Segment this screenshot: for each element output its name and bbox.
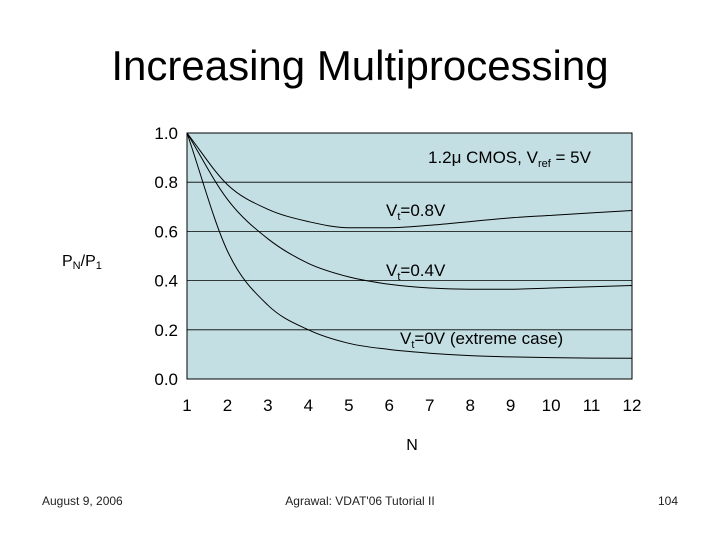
x-tick-label: 3 xyxy=(263,396,272,415)
x-tick-label: 6 xyxy=(385,396,394,415)
series-label-vt-0.8: Vt=0.8V xyxy=(386,201,446,223)
y-tick-label: 0.2 xyxy=(154,321,178,340)
footer-date: August 9, 2006 xyxy=(42,494,123,508)
y-tick-label: 0.0 xyxy=(154,370,178,389)
series-curve-1 xyxy=(186,132,633,290)
x-tick-label: 11 xyxy=(583,396,601,415)
x-tick-label: 4 xyxy=(304,396,313,415)
footer-page-number: 104 xyxy=(657,494,678,508)
y-tick-labels: 0.0 0.2 0.4 0.6 0.8 1.0 xyxy=(154,124,178,389)
x-tick-label: 12 xyxy=(623,396,642,415)
x-tick-label: 2 xyxy=(223,396,232,415)
x-tick-label: 8 xyxy=(465,396,474,415)
x-axis-label: N xyxy=(406,437,418,454)
footer-title: Agrawal: VDAT'06 Tutorial II xyxy=(285,494,435,508)
series-label-vt-0: Vt=0V (extreme case) xyxy=(400,329,563,351)
series-curves xyxy=(186,132,633,359)
plot-area xyxy=(186,132,633,380)
series-curve-0 xyxy=(186,132,633,229)
y-tick-label: 1.0 xyxy=(154,124,178,143)
x-tick-label: 9 xyxy=(506,396,515,415)
y-tick-label: 0.6 xyxy=(154,222,178,241)
x-tick-label: 1 xyxy=(182,396,191,415)
series-label-vt-0.4: Vt=0.4V xyxy=(386,261,446,283)
x-tick-label: 5 xyxy=(344,396,353,415)
x-tick-label: 7 xyxy=(425,396,434,415)
x-tick-label: 10 xyxy=(542,396,561,415)
gridlines xyxy=(187,132,632,380)
y-axis-label: PN/P1 xyxy=(62,253,102,272)
y-tick-label: 0.4 xyxy=(154,272,178,291)
y-tick-label: 0.8 xyxy=(154,173,178,192)
chart-annotation-process: 1.2μ CMOS, Vref = 5V xyxy=(428,148,592,170)
series-curve-2 xyxy=(186,132,633,359)
slide-title: Increasing Multiprocessing xyxy=(111,42,609,89)
x-tick-labels: 1 2 3 4 5 6 7 8 9 10 11 12 xyxy=(182,396,641,415)
